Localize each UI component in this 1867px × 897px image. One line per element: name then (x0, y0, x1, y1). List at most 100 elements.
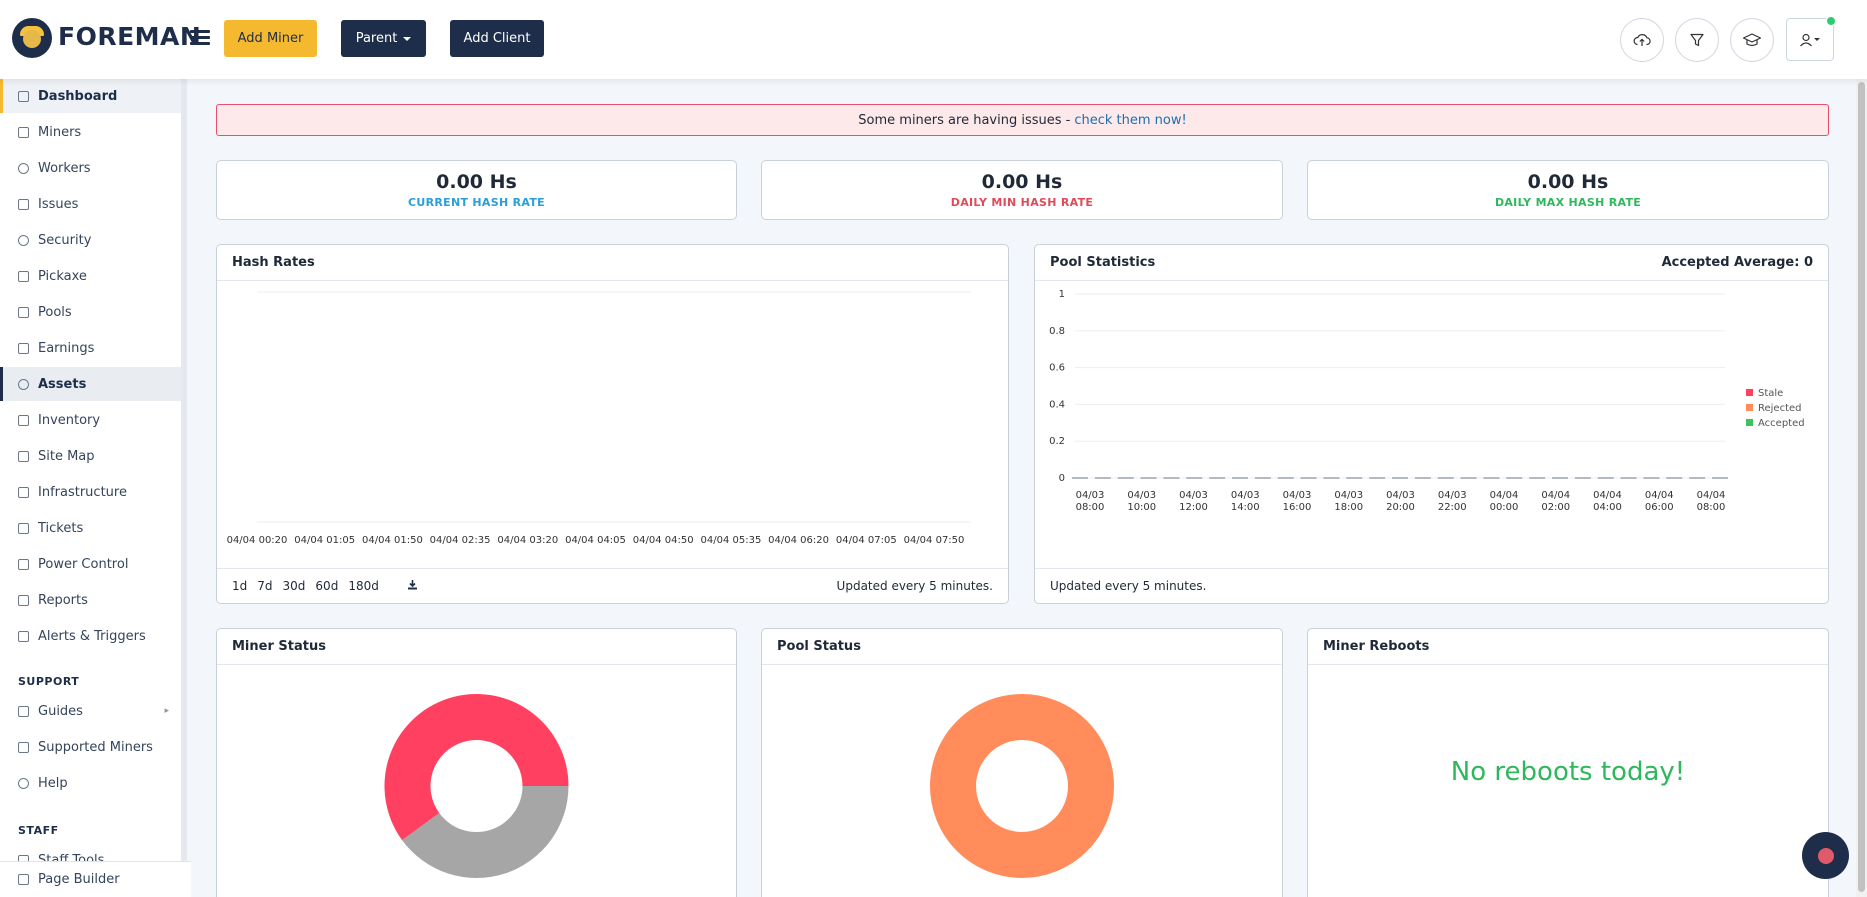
x-tick-label: 04/04 07:50 (904, 535, 965, 546)
x-tick-label: 04/04 04:50 (633, 535, 694, 546)
warning-icon (18, 198, 29, 210)
sidebar-item-label: Power Control (38, 556, 129, 572)
sidebar-item-dashboard[interactable]: Dashboard (0, 79, 181, 113)
panel-title: Miner Status (232, 639, 326, 654)
x-tick-label: 04/04 07:05 (836, 535, 897, 546)
x-tick-label: 04/03 18:00 (1334, 490, 1363, 513)
panel-header: Miner Status (217, 629, 736, 665)
range-180d[interactable]: 180d (348, 579, 379, 593)
x-tick-label: 04/03 12:00 (1179, 490, 1208, 513)
hash-rates-chart: 04/04 00:20 04/04 01:05 04/04 01:50 04/04 0… (227, 291, 971, 546)
sidebar-item-label: Help (38, 775, 68, 791)
chat-icon (1817, 847, 1834, 864)
panel-header: Hash Rates (217, 245, 1008, 281)
sidebar-item-tickets[interactable]: Tickets (0, 511, 181, 545)
legend-label: Accepted (1758, 418, 1805, 429)
sidebar-item-reports[interactable]: Reports (0, 583, 181, 617)
sidebar-item-label: Alerts & Triggers (38, 628, 146, 644)
x-tick-label: 04/03 22:00 (1438, 490, 1467, 513)
y-tick-label: 0 (1059, 473, 1065, 484)
parent-dropdown-button[interactable]: Parent (341, 20, 426, 57)
sidebar-item-label: Guides (38, 703, 83, 719)
x-tick-label: 04/03 20:00 (1386, 490, 1415, 513)
earnings-icon (18, 342, 29, 354)
online-status-dot (1826, 16, 1836, 26)
sidebar-item-power-control[interactable]: Power Control (0, 547, 181, 581)
daily-min-hash-rate-card: 0.00 Hs DAILY MIN HASH RATE (761, 160, 1283, 220)
sidebar-item-guides[interactable]: Guides ▸ (0, 694, 181, 728)
sidebar-item-help[interactable]: Help (0, 766, 181, 800)
x-tick-label: 04/04 01:50 (362, 535, 423, 546)
sidebar-item-alerts-triggers[interactable]: Alerts & Triggers (0, 619, 181, 653)
academy-button[interactable] (1730, 18, 1774, 62)
layers-icon (18, 486, 29, 498)
x-tick-label: 04/03 14:00 (1231, 490, 1260, 513)
filter-button[interactable] (1675, 18, 1719, 62)
add-miner-button[interactable]: Add Miner (224, 20, 317, 57)
page-builder-link[interactable]: Page Builder (0, 861, 191, 897)
filter-icon (1690, 33, 1704, 47)
pool-statistics-chart: 1 0.8 0.6 0.4 0.2 0 04/03 08:00 04/03 10:00 04/03 1… (1049, 289, 1805, 513)
x-tick-label: 04/04 03:20 (497, 535, 558, 546)
y-tick-label: 0.4 (1049, 399, 1065, 410)
sidebar-item-miners[interactable]: Miners (0, 115, 181, 149)
sidebar-item-infrastructure[interactable]: Infrastructure (0, 475, 181, 509)
range-7d[interactable]: 7d (257, 579, 273, 593)
range-30d[interactable]: 30d (282, 579, 306, 593)
sidebar-item-supported-miners[interactable]: Supported Miners (0, 730, 181, 764)
sidebar-item-assets[interactable]: Assets (0, 367, 181, 401)
chat-launcher-button[interactable] (1802, 832, 1849, 879)
sidebar-item-inventory[interactable]: Inventory (0, 403, 181, 437)
page-builder-label: Page Builder (38, 872, 120, 887)
range-selector: 1d 7d 30d 60d 180d (232, 579, 428, 593)
no-reboots-message: No reboots today! (1450, 757, 1686, 787)
sidebar-item-earnings[interactable]: Earnings (0, 331, 181, 365)
x-tick-label: 04/04 02:00 (1541, 490, 1570, 513)
y-tick-label: 0.8 (1049, 326, 1065, 337)
range-1d[interactable]: 1d (232, 579, 248, 593)
book-icon (18, 705, 29, 717)
sidebar-item-label: Pools (38, 304, 72, 320)
stat-label: CURRENT HASH RATE (408, 196, 545, 209)
user-menu-button[interactable] (1786, 16, 1836, 61)
sidebar-item-pickaxe[interactable]: Pickaxe (0, 259, 181, 293)
sidebar-item-label: Miners (38, 124, 82, 140)
donut-slice (384, 694, 569, 841)
x-tick-label: 04/03 16:00 (1283, 490, 1312, 513)
foreman-logo-icon[interactable] (12, 18, 52, 58)
download-icon[interactable] (407, 579, 418, 593)
panel-header: Pool Status (762, 629, 1282, 665)
pool-status-donut (930, 694, 1114, 878)
legend-label: Rejected (1758, 403, 1802, 414)
dashboard-icon (18, 90, 29, 102)
x-tick-label: 04/04 02:35 (430, 535, 491, 546)
range-60d[interactable]: 60d (315, 579, 339, 593)
add-client-button[interactable]: Add Client (450, 20, 544, 57)
panel-footer: 1d 7d 30d 60d 180d Updated every 5 minutes. (217, 568, 1008, 603)
page-builder-icon (18, 874, 29, 885)
sidebar-item-label: Supported Miners (38, 739, 153, 755)
sidebar-item-label: Earnings (38, 340, 95, 356)
pools-icon (18, 306, 29, 318)
sidebar: Dashboard Miners Workers Issues Security… (0, 79, 191, 897)
sidebar-item-issues[interactable]: Issues (0, 187, 181, 221)
cloud-upload-button[interactable] (1620, 18, 1664, 62)
page-scrollbar[interactable] (1858, 82, 1865, 892)
brand-name[interactable]: FOREMAN (58, 22, 202, 51)
sidebar-item-pools[interactable]: Pools (0, 295, 181, 329)
x-tick-label: 04/04 04:05 (565, 535, 626, 546)
miner-status-donut (384, 694, 569, 878)
panel-header: Pool Statistics Accepted Average: 0 (1035, 245, 1828, 281)
legend-label: Stale (1758, 388, 1783, 399)
stat-value: 0.00 Hs (436, 171, 517, 193)
donut-slice (930, 694, 1114, 878)
donut-slice (402, 786, 569, 878)
sidebar-item-site-map[interactable]: Site Map (0, 439, 181, 473)
sidebar-item-security[interactable]: Security (0, 223, 181, 257)
accepted-average: Accepted Average: 0 (1661, 255, 1813, 270)
sidebar-item-workers[interactable]: Workers (0, 151, 181, 185)
check-issues-link[interactable]: check them now! (1074, 112, 1187, 128)
menu-toggle-icon[interactable] (190, 30, 210, 46)
stat-value: 0.00 Hs (1527, 171, 1609, 193)
site-map-icon (18, 450, 29, 462)
